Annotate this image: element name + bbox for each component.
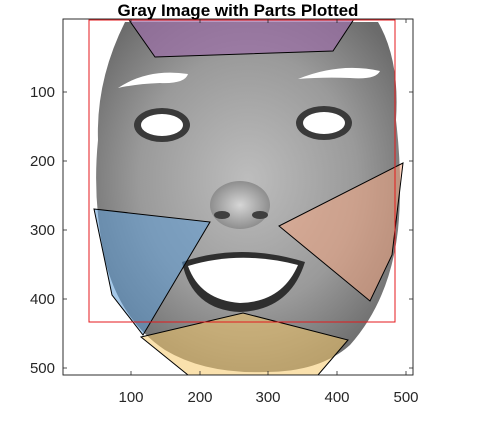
x-axis xyxy=(130,19,407,375)
y-tick-label: 300 xyxy=(30,222,55,239)
y-tick-label: 400 xyxy=(30,291,55,308)
x-tick-label: 300 xyxy=(255,389,280,406)
x-tick-label: 500 xyxy=(393,389,418,406)
right-eye xyxy=(303,112,345,134)
y-tick-label: 200 xyxy=(30,153,55,170)
right-eyebrow xyxy=(298,67,380,79)
nostril-right xyxy=(252,211,268,219)
left-eye xyxy=(141,114,183,136)
left-cheek-region xyxy=(93,208,211,336)
right-cheek-region xyxy=(278,162,404,302)
x-tick-label: 200 xyxy=(187,389,212,406)
image-layer xyxy=(88,19,404,375)
mouth xyxy=(188,257,298,303)
x-tick-label: 400 xyxy=(324,389,349,406)
left-eyebrow xyxy=(118,72,188,88)
chin-region xyxy=(139,312,349,375)
forehead-region xyxy=(127,19,355,58)
x-tick-label: 100 xyxy=(118,389,143,406)
nose xyxy=(210,181,270,229)
y-tick-label: 100 xyxy=(30,84,55,101)
figure-title: Gray Image with Parts Plotted xyxy=(118,1,359,20)
y-axis xyxy=(63,91,413,369)
face-bounding-box xyxy=(88,19,396,323)
nostril-left xyxy=(214,211,230,219)
y-tick-label: 500 xyxy=(30,360,55,377)
